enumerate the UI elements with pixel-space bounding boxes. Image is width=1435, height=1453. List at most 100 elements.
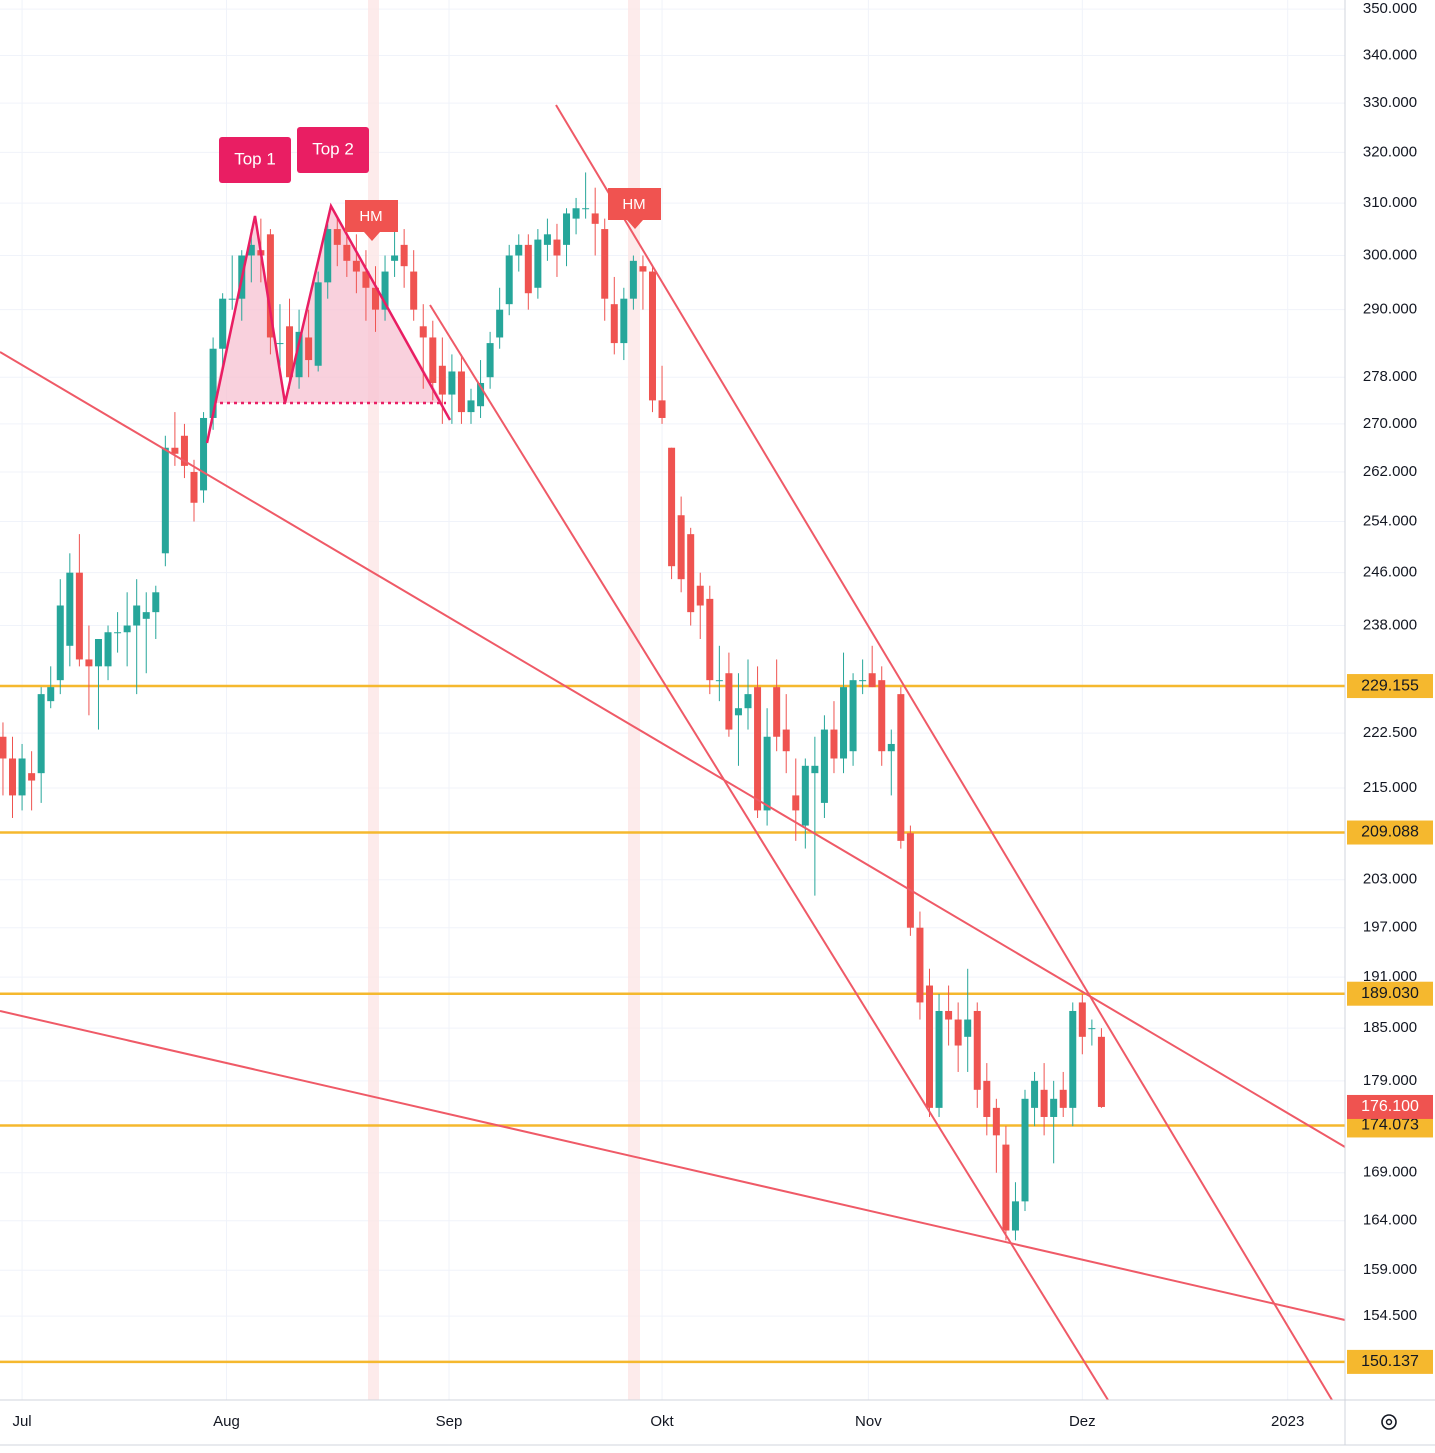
candle-body (973, 1010, 981, 1090)
candle-body (438, 365, 446, 395)
candle-body (362, 271, 370, 288)
candle-body (1088, 1028, 1096, 1030)
candle-body (28, 773, 36, 781)
candle-body (639, 266, 647, 272)
candle-body (333, 229, 341, 245)
candle-body (467, 400, 475, 413)
candle-body (1011, 1201, 1019, 1231)
axes: 350.000 340.000 330.000 320.000 310.000 300.0… (12, 0, 1433, 1430)
annotation-box (219, 137, 291, 183)
candle-body (935, 1010, 943, 1108)
candle-body (18, 758, 26, 796)
candle-body (200, 417, 208, 491)
candle-body (830, 729, 838, 759)
settings-icon[interactable] (1381, 1414, 1397, 1430)
gear-center[interactable] (1385, 1418, 1393, 1426)
candle-body (9, 758, 17, 796)
candle-body (534, 239, 542, 288)
candle-body (85, 659, 93, 667)
candle-body (133, 605, 141, 626)
annotation: HM (622, 196, 645, 213)
y-tick-label: 159.000 (1363, 1261, 1417, 1278)
y-tick-label: 330.000 (1363, 94, 1417, 111)
candle-body (725, 673, 733, 730)
candle-body (47, 687, 55, 702)
candles (0, 172, 1105, 1241)
candle-body (1031, 1080, 1039, 1108)
candle-body (1050, 1098, 1058, 1117)
candle-body (429, 337, 437, 383)
candle-body (295, 331, 303, 378)
annotation: HM (359, 208, 382, 225)
channel-line (555, 104, 1333, 1401)
x-tick-label: Dez (1069, 1413, 1096, 1430)
annotation-box (608, 188, 661, 229)
annotation-box (297, 127, 369, 173)
x-tick-label: Aug (213, 1413, 240, 1430)
candle-body (610, 304, 618, 344)
candle-body (1078, 1002, 1086, 1037)
candle-body (954, 1019, 962, 1046)
highlight-band (628, 0, 640, 1400)
y-tick-label: 191.000 (1363, 968, 1417, 985)
candle-body (782, 729, 790, 752)
level-label: 229.155 (1361, 677, 1419, 694)
y-tick-label: 340.000 (1363, 46, 1417, 63)
level-label: 150.137 (1361, 1353, 1419, 1370)
candle-body (992, 1107, 1000, 1136)
candle-body (849, 680, 857, 752)
x-tick-label: Sep (436, 1413, 463, 1430)
levels (0, 684, 1345, 1364)
candle-body (897, 694, 905, 841)
candle-body (629, 260, 637, 299)
y-tick-label: 262.000 (1363, 463, 1417, 480)
candle-body (266, 234, 274, 338)
annotation-box (345, 200, 398, 241)
candle-body (754, 687, 762, 811)
candle-body (591, 213, 599, 224)
y-tick-label: 278.000 (1363, 368, 1417, 385)
candle-body (123, 625, 131, 633)
candle-body (763, 736, 771, 811)
trend-line (0, 1010, 1346, 1321)
y-axis-panel (1345, 0, 1435, 1453)
y-tick-label: 238.000 (1363, 616, 1417, 633)
candle-body (983, 1080, 991, 1117)
y-tick-label: 215.000 (1363, 779, 1417, 796)
y-tick-label: 320.000 (1363, 143, 1417, 160)
y-tick-label: 169.000 (1363, 1164, 1417, 1181)
candle-body (1040, 1089, 1048, 1117)
y-tick-label: 222.500 (1363, 724, 1417, 741)
candle-body (180, 435, 188, 466)
candle-body (286, 326, 294, 378)
candle-body (410, 271, 418, 310)
candle-body (400, 244, 408, 267)
candle-body (171, 447, 179, 454)
candle-body (37, 694, 45, 774)
x-axis-panel (0, 1400, 1435, 1453)
candle-body (916, 927, 924, 1003)
candle-body (314, 282, 322, 366)
candle-body (524, 244, 532, 294)
candle-body (868, 673, 876, 688)
level-label: 174.073 (1361, 1117, 1419, 1134)
candle-body (1097, 1036, 1105, 1107)
trend-line (0, 351, 1346, 1148)
candle-body (343, 244, 351, 261)
candle-body (56, 605, 64, 681)
candle-body (964, 1019, 972, 1037)
level-label-box (1347, 674, 1433, 699)
candle-body (419, 326, 427, 338)
candle-body (582, 208, 590, 210)
candle-body (305, 337, 313, 361)
y-tick-label: 154.500 (1363, 1307, 1417, 1324)
gear[interactable] (1381, 1414, 1397, 1430)
x-tick-label: Okt (650, 1413, 674, 1430)
y-tick-label: 246.000 (1363, 564, 1417, 581)
candle-body (152, 592, 160, 613)
candle-body (668, 447, 676, 567)
candle-body (515, 244, 523, 256)
double-top-line (205, 202, 452, 444)
candle-body (563, 213, 571, 245)
candle-body (457, 371, 465, 413)
